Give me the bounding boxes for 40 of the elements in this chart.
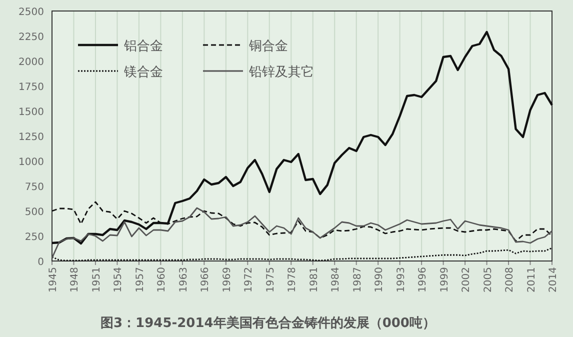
y-tick-label: 1000 — [18, 157, 44, 168]
y-tick-label: 1500 — [18, 107, 44, 118]
x-tick-label: 1969 — [222, 267, 233, 292]
x-tick-label: 1981 — [308, 267, 320, 292]
x-tick-label: 1957 — [134, 267, 146, 292]
x-tick-label: 1987 — [352, 267, 364, 292]
x-tick-label: 1954 — [113, 267, 124, 292]
legend-label: 镁合金 — [123, 65, 163, 80]
x-tick-label: 1990 — [374, 267, 386, 292]
x-tick-label: 1963 — [178, 267, 190, 292]
y-tick-label: 2250 — [18, 32, 44, 43]
x-tick-label: 1993 — [396, 267, 407, 292]
x-tick-label: 1978 — [287, 267, 298, 292]
x-tick-label: 1945 — [48, 267, 59, 292]
text: 图3：1945-2014年美国有色合金铸件的发展（000吨） — [100, 315, 436, 331]
x-tick-label: 1951 — [91, 267, 102, 292]
x-tick-label: 2011 — [526, 267, 538, 292]
y-tick-label: 250 — [24, 232, 44, 243]
y-tick-label: 1250 — [18, 132, 44, 143]
x-tick-label: 1948 — [70, 267, 81, 292]
y-tick-label: 500 — [24, 207, 44, 218]
x-tick-label: 1972 — [244, 267, 255, 292]
x-tick-label: 2014 — [548, 267, 559, 292]
legend-label: 铝合金 — [123, 39, 163, 54]
x-tick-label: 1966 — [200, 267, 212, 292]
x-tick-label: 1999 — [439, 267, 450, 292]
x-tick-label: 1984 — [330, 267, 342, 292]
y-tick-label: 2000 — [18, 57, 44, 68]
y-tick-label: 1750 — [18, 82, 44, 93]
legend-label: 铜合金 — [248, 39, 288, 54]
x-tick-label: 1996 — [418, 267, 429, 292]
y-tick-label: 0 — [38, 257, 44, 268]
x-tick-label: 2002 — [461, 267, 472, 292]
y-tick-label: 2500 — [18, 7, 44, 18]
x-tick-label: 1975 — [265, 267, 276, 292]
y-tick-label: 750 — [24, 182, 44, 193]
x-tick-label: 2005 — [482, 267, 494, 292]
x-tick-label: 1960 — [156, 267, 168, 292]
x-tick-label: 2008 — [504, 267, 516, 292]
legend-label: 铅锌及其它 — [248, 64, 314, 80]
